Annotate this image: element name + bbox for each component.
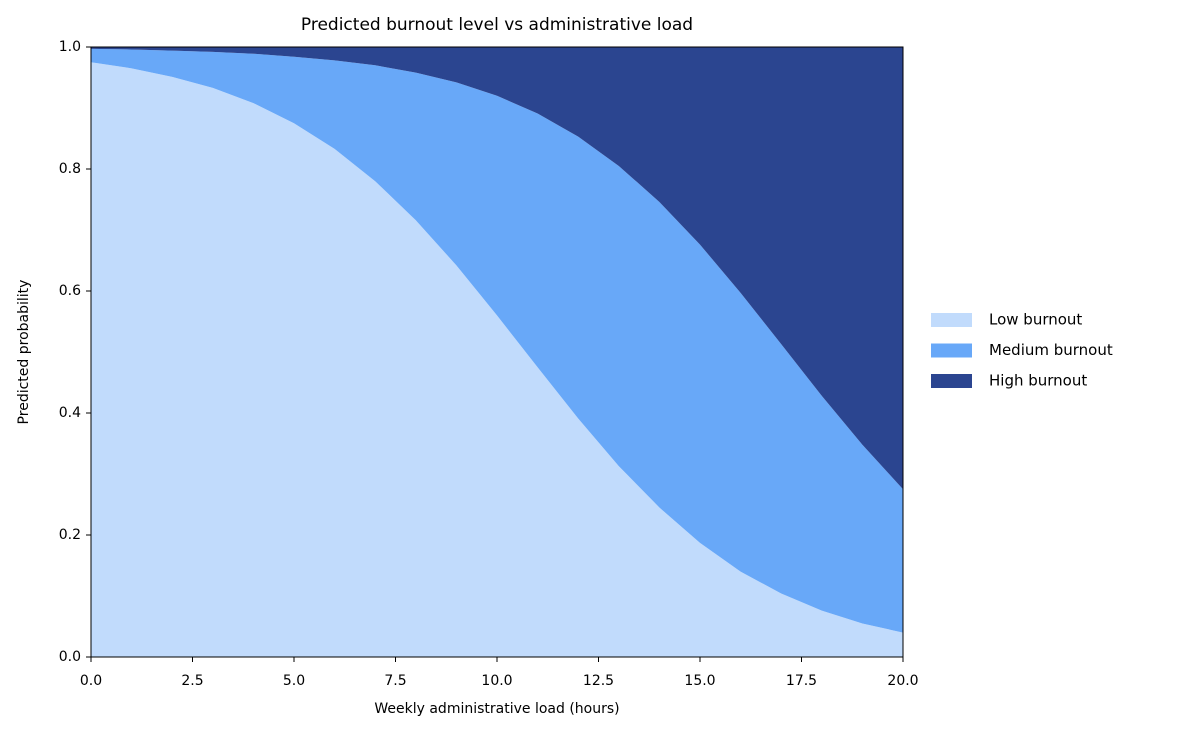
x-tick-label: 10.0 — [481, 673, 512, 689]
x-tick-label: 0.0 — [80, 673, 102, 689]
x-tick-label: 7.5 — [384, 673, 406, 689]
y-tick-label: 0.0 — [59, 649, 81, 665]
x-tick-label: 20.0 — [887, 673, 918, 689]
legend-swatch — [931, 313, 972, 327]
y-tick-label: 0.6 — [59, 283, 81, 299]
area — [91, 48, 903, 633]
y-axis-label: Predicted probability — [16, 280, 32, 425]
x-tick-label: 2.5 — [181, 673, 203, 689]
x-tick-label: 17.5 — [786, 673, 817, 689]
legend-label: Medium burnout — [989, 341, 1113, 359]
area — [91, 62, 903, 657]
y-tick-label: 0.2 — [59, 527, 81, 543]
legend-label: Low burnout — [989, 311, 1082, 329]
legend-swatch — [931, 374, 972, 388]
x-tick-label: 5.0 — [283, 673, 305, 689]
area — [91, 47, 903, 490]
chart-title: Predicted burnout level vs administrativ… — [301, 15, 693, 35]
legend-label: High burnout — [989, 372, 1087, 390]
legend-swatch — [931, 343, 972, 358]
y-tick-label: 0.4 — [59, 405, 81, 421]
y-tick-label: 1.0 — [59, 39, 81, 55]
x-tick-label: 12.5 — [583, 673, 614, 689]
y-tick-label: 0.8 — [59, 161, 81, 177]
x-tick-label: 15.0 — [684, 673, 715, 689]
x-axis-label: Weekly administrative load (hours) — [374, 701, 619, 717]
